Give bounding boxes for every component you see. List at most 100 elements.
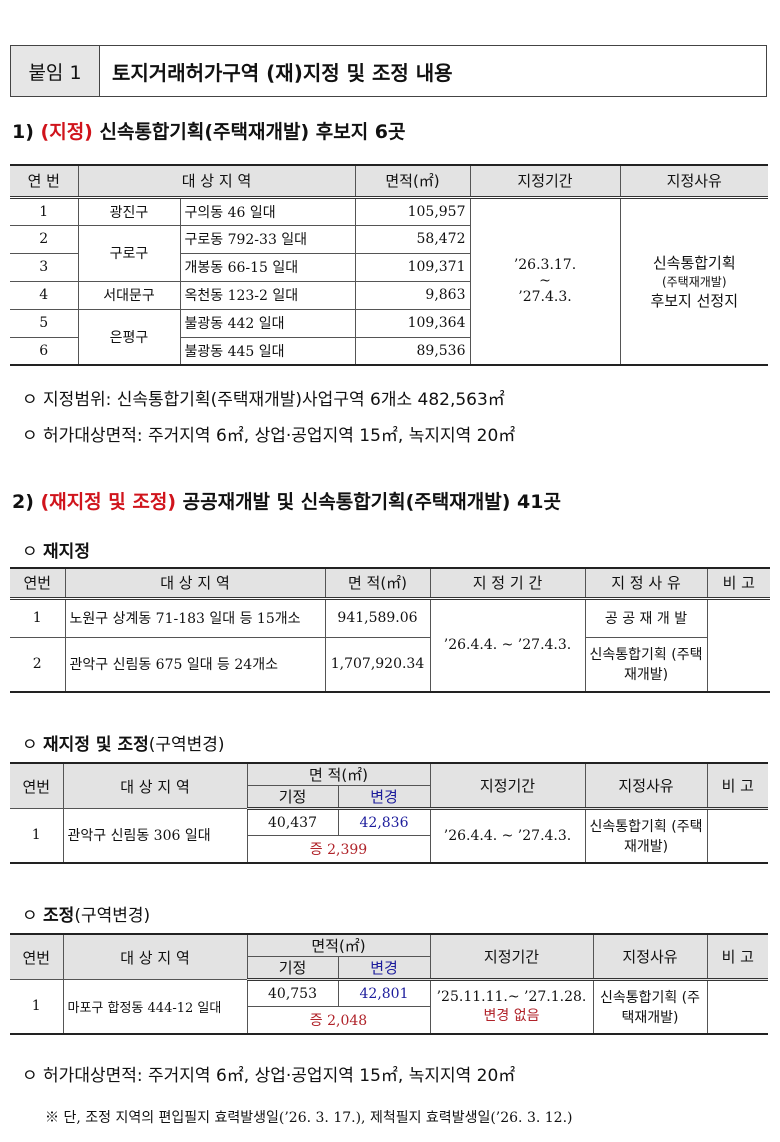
col-header: 변경: [337, 956, 430, 981]
row-number: 5: [10, 308, 79, 338]
district: 서대문구: [77, 280, 181, 310]
location: 마포구 합정동 444-12 일대: [62, 979, 248, 1034]
area: 105,957: [354, 196, 471, 226]
table-row: 1 광진구 구의동 46 일대 105,957 ’26.3.17. ~ ’27.4.…: [10, 196, 768, 366]
row-number: 2: [10, 636, 66, 693]
col-header: 대 상 지 역: [62, 933, 248, 980]
col-header: 지정기간: [429, 933, 594, 981]
period: ’26.4.4. ~ ’27.4.3.: [429, 597, 586, 693]
district: 구로구: [77, 224, 181, 282]
col-header: 비 고: [706, 933, 768, 981]
subheading-note: (구역변경): [74, 906, 151, 926]
area: 109,371: [354, 252, 470, 282]
redesignation-table: 연번 대 상 지 역 면 적(㎡) 지 정 기 간 지 정 사 유 비 고 1 …: [10, 567, 770, 693]
attachment-label: 붙임 1: [11, 46, 100, 96]
adjustment-table: 연번 대 상 지 역 면적(㎡) 지정기간 지정사유 비 고 기정 변경 1 마…: [10, 933, 768, 1035]
subheading-text: 재지정 및 조정: [43, 735, 149, 755]
location: 개봉동 66-15 일대: [179, 252, 356, 282]
location: 옥천동 123-2 일대: [179, 280, 356, 310]
table-row: 1 관악구 신림동 306 일대 40,437 42,836 ’26.4.4. …: [10, 808, 768, 863]
area-after: 42,836: [337, 808, 431, 836]
col-header: 연 번: [10, 164, 79, 199]
area: 9,863: [354, 280, 470, 310]
area-difference: 증 2,399: [247, 835, 430, 863]
section-number: 2): [12, 491, 34, 513]
period-text: ’25.11.11.~ ’27.1.28.: [436, 988, 587, 1005]
col-header: 지정사유: [592, 933, 708, 981]
col-header: 지정기간: [469, 164, 621, 199]
row-number: 1: [10, 979, 64, 1034]
reason: 신속통합기획 (주택재개발): [592, 979, 708, 1034]
section-title: 공공재개발 및 신속통합기획(주택재개발) 41곳: [182, 491, 561, 513]
period: ’26.3.17. ~ ’27.4.3.: [469, 196, 621, 366]
subheading-text: 재지정: [43, 542, 90, 562]
area-after: 42,801: [337, 979, 431, 1007]
period-start: ’26.3.17.: [513, 257, 577, 274]
area: 941,589.06: [324, 597, 431, 638]
col-header: 지정사유: [584, 762, 708, 810]
period: ’26.4.4. ~ ’27.4.3.: [429, 808, 586, 863]
area-difference: 증 2,048: [247, 1006, 430, 1034]
col-header: 비 고: [706, 567, 770, 600]
title-box: 붙임 1 토지거래허가구역 (재)지정 및 조정 내용: [10, 45, 767, 97]
col-header: 대 상 지 역: [64, 567, 326, 600]
district: 은평구: [77, 308, 181, 366]
col-header: 대 상 지 역: [77, 164, 356, 199]
district: 광진구: [77, 196, 181, 226]
subheading-text: 조정: [43, 906, 75, 926]
table-row: 1 노원구 상계동 71-183 일대 등 15개소 941,589.06 ’2…: [10, 597, 770, 693]
col-header: 변경: [337, 785, 430, 810]
remarks: [706, 808, 768, 863]
location: 불광동 445 일대: [179, 336, 356, 366]
row-number: 1: [10, 196, 79, 226]
col-header: 비 고: [706, 762, 768, 810]
row-number: 3: [10, 252, 79, 282]
col-header: 면 적(㎡): [246, 762, 431, 786]
reason-line: (주택재개발): [661, 274, 727, 289]
location: 관악구 신림동 306 일대: [62, 808, 248, 863]
section-2-heading: 2) (재지정 및 조정) 공공재개발 및 신속통합기획(주택재개발) 41곳: [12, 487, 561, 514]
location: 노원구 상계동 71-183 일대 등 15개소: [64, 597, 326, 638]
section-1-heading: 1) (지정) 신속통합기획(주택재개발) 후보지 6곳: [12, 117, 406, 144]
location: 불광동 442 일대: [179, 308, 356, 338]
reason: 신속통합기획 (주택재개발): [584, 636, 707, 693]
location: 구의동 46 일대: [179, 196, 356, 226]
area-before: 40,437: [246, 808, 339, 836]
location: 관악구 신림동 675 일대 등 24개소: [64, 636, 326, 693]
bullet-permit-area-2: ㅇ 허가대상면적: 주거지역 6㎡, 상업·공업지역 15㎡, 녹지지역 20㎡: [22, 1066, 516, 1086]
page-title: 토지거래허가구역 (재)지정 및 조정 내용: [112, 60, 453, 85]
col-header: 연번: [10, 567, 66, 600]
row-number: 1: [10, 808, 64, 863]
location: 구로동 792-33 일대: [179, 224, 356, 254]
period-end: ’27.4.3.: [518, 289, 572, 306]
reason: 신속통합기획 (주택재개발) 후보지 선정지: [619, 196, 768, 366]
remarks: [706, 979, 768, 1034]
redesignation-adjustment-table: 연번 대 상 지 역 면 적(㎡) 지정기간 지정사유 비 고 기정 변경 1 …: [10, 762, 768, 864]
subheading-adjustment: ㅇ 조정(구역변경): [22, 906, 151, 926]
col-header: 지정기간: [429, 762, 586, 810]
bullet-scope: ㅇ 지정범위: 신속통합기획(주택재개발)사업구역 6개소 482,563㎡: [22, 390, 505, 410]
area-before: 40,753: [246, 979, 339, 1007]
reason-line: 후보지 선정지: [650, 291, 739, 310]
bullet-permit-area: ㅇ 허가대상면적: 주거지역 6㎡, 상업·공업지역 15㎡, 녹지지역 20㎡: [22, 426, 516, 446]
reason: 공 공 재 개 발: [584, 597, 708, 638]
col-header: 지 정 사 유: [584, 567, 708, 600]
col-header: 면적(㎡): [246, 933, 431, 957]
col-header: 지정사유: [619, 164, 768, 199]
subheading-note: (구역변경): [148, 735, 225, 755]
footnote: ※ 단, 조정 지역의 편입필지 효력발생일(’26. 3. 17.), 제척필…: [45, 1110, 573, 1126]
subheading-redesignation: ㅇ 재지정: [22, 542, 90, 562]
table-row: 6 불광동 445 일대 89,536: [10, 336, 768, 366]
col-header: 대 상 지 역: [62, 762, 248, 809]
section-tag: (재지정 및 조정): [40, 491, 177, 513]
period-sep: ~: [539, 273, 551, 290]
area: 89,536: [354, 336, 470, 366]
section-tag: (지정): [40, 121, 93, 143]
area: 109,364: [354, 308, 470, 338]
col-header: 면적(㎡): [354, 164, 471, 199]
period: ’25.11.11.~ ’27.1.28. 변경 없음: [429, 979, 594, 1034]
table-row: 1 마포구 합정동 444-12 일대 40,753 42,801 ’25.11…: [10, 979, 768, 1034]
reason: 신속통합기획 (주택재개발): [584, 808, 708, 863]
designation-table: 연 번 대 상 지 역 면적(㎡) 지정기간 지정사유 1 광진구 구의동 46…: [10, 164, 768, 366]
